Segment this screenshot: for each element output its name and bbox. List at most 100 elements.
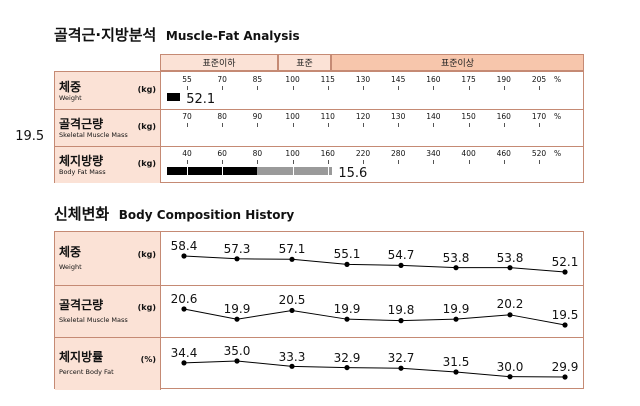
scale-tick-label: 70 [182, 112, 192, 121]
row-unit: (kg) [137, 302, 156, 312]
history-data-label: 52.1 [551, 255, 579, 269]
history-data-label: 19.8 [387, 303, 415, 318]
scale-tick-label: 160 [320, 149, 335, 158]
scale-tick-label: 40 [182, 149, 192, 158]
history-data-point [453, 316, 459, 322]
section-title-english: Muscle-Fat Analysis [165, 29, 300, 43]
row-label-english: Percent Body Fat [59, 368, 114, 377]
scale-tick-label: 520 [531, 149, 547, 158]
value-bar-black [167, 167, 258, 175]
history-data-point [344, 261, 350, 267]
row-label-english: Skeletal Muscle Mass [59, 315, 128, 324]
scale-tick-mark [292, 160, 294, 164]
scale-tick-mark [363, 160, 364, 164]
row-label-english: Weight [59, 94, 82, 102]
bar-segment-divider [222, 167, 224, 175]
bar-segment-divider [187, 167, 188, 175]
scale-tick-mark [503, 86, 505, 90]
row-unit: (kg) [137, 122, 156, 131]
history-data-point [507, 374, 513, 380]
percent-symbol: % [554, 149, 562, 158]
history-data-point [453, 265, 459, 271]
scale-tick-mark [327, 123, 329, 127]
history-series-line [183, 360, 566, 378]
scale-tick-mark [468, 123, 470, 127]
history-data-label: 32.9 [333, 350, 361, 365]
history-data-label: 57.1 [278, 242, 306, 257]
history-data-point [453, 369, 459, 375]
history-data-label: 19.9 [442, 301, 470, 316]
bar-segment-divider [327, 167, 329, 175]
bar-value: 52.1 [186, 92, 216, 107]
bar-value: 15.6 [338, 166, 368, 181]
scale-tick-mark [292, 123, 294, 127]
history-series-line [183, 308, 566, 326]
scale-tick-mark [539, 160, 540, 164]
row-label: 체지방률 Percent Body Fat (%) [55, 337, 161, 390]
scale-tick-label: 90 [252, 112, 263, 121]
section-title-korean: 신체변화 [54, 205, 110, 223]
scale-tick-label: 85 [252, 75, 263, 84]
scale-tick-mark [257, 86, 259, 90]
scale-tick-mark [257, 160, 259, 164]
history-data-point [507, 265, 513, 271]
history-data-label: 30.0 [496, 359, 524, 374]
scale-tick-mark [292, 86, 294, 90]
percent-symbol: % [554, 75, 562, 84]
scale-tick-label: 80 [217, 112, 227, 121]
row-label-korean: 체중 [59, 245, 82, 259]
row-label: 골격근량 Skeletal Muscle Mass (kg) [55, 109, 161, 146]
scale-tick-mark [398, 123, 400, 127]
scale-tick-label: 100 [285, 149, 300, 158]
history-series-line [183, 255, 566, 273]
scale-tick-mark [398, 86, 400, 90]
band-standard: 표준 [278, 54, 331, 71]
body-composition-history-title: 신체변화 Body Composition History [54, 203, 294, 224]
scale-tick-label: 110 [320, 112, 335, 121]
scale-tick-mark [539, 123, 540, 127]
scale-tick-label: 130 [391, 112, 406, 121]
percent-symbol: % [554, 112, 562, 121]
history-data-label: 31.5 [442, 355, 470, 370]
history-data-label: 53.8 [442, 250, 470, 265]
scale-tick-mark [398, 160, 400, 164]
scale-tick-mark [187, 123, 188, 127]
row-unit: (kg) [137, 85, 156, 94]
history-data-label: 20.2 [496, 297, 524, 312]
value-bar-black [167, 93, 181, 101]
scale-tick-mark [433, 86, 435, 90]
band-below-standard: 표준이하 [160, 54, 278, 71]
row-label: 체중 Weight (kg) [55, 72, 161, 109]
band-above-standard: 표준이상 [331, 54, 584, 71]
history-data-point [507, 311, 513, 318]
scale-tick-mark [222, 86, 224, 90]
scale-tick-label: 280 [391, 149, 406, 158]
history-data-label: 54.7 [387, 248, 415, 263]
scale-tick-mark [257, 123, 259, 127]
scale-tick-mark [433, 160, 435, 164]
scale-tick-mark [468, 160, 470, 164]
row-label-english: Skeletal Muscle Mass [59, 131, 128, 139]
history-data-label: 29.9 [551, 360, 579, 375]
scale-tick-label: 160 [496, 112, 511, 121]
history-data-label: 55.1 [333, 247, 361, 262]
row-label-english: Weight [59, 263, 82, 271]
scale-tick-mark [327, 86, 329, 90]
scale-tick-mark [503, 123, 505, 127]
row-unit: (%) [140, 355, 156, 365]
history-data-label: 57.3 [223, 241, 251, 256]
row-label-korean: 체중 [59, 80, 82, 94]
row-label: 체지방량 Body Fat Mass (kg) [55, 146, 161, 183]
history-data-label: 19.9 [223, 301, 251, 316]
history-data-point [398, 365, 404, 372]
row-label-korean: 골격근량 [59, 117, 104, 131]
row-divider [55, 284, 583, 286]
scale-tick-label: 100 [285, 112, 300, 121]
scale-tick-label: 190 [496, 75, 511, 84]
history-data-label: 19.5 [551, 307, 579, 322]
history-data-label: 33.3 [278, 349, 306, 364]
history-data-label: 34.4 [170, 346, 198, 361]
history-data-label: 35.0 [223, 344, 251, 359]
history-data-label: 58.4 [170, 239, 198, 253]
history-data-point [234, 256, 240, 262]
